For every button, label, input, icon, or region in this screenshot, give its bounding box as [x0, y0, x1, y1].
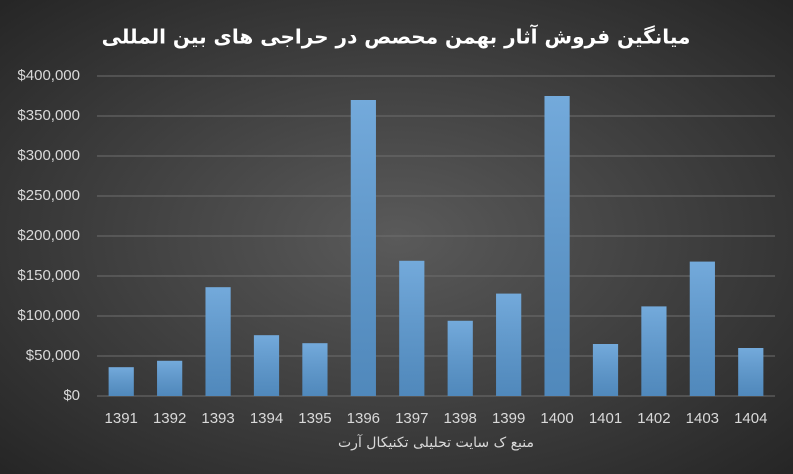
x-tick-label: 1393	[201, 410, 234, 427]
bar	[253, 335, 280, 396]
x-tick-label: 1392	[153, 410, 186, 427]
x-tick-label: 1394	[250, 410, 283, 427]
y-tick-label: $150,000	[17, 267, 80, 284]
bar	[496, 293, 522, 396]
y-tick-label: $350,000	[17, 107, 80, 124]
chart-title: میانگین فروش آثار بهمن محصص در حراجی های…	[102, 24, 691, 49]
bar	[738, 348, 764, 396]
bar	[592, 344, 619, 396]
x-axis-label: منبع ک سایت تحلیلی تکنیکال آرت	[338, 434, 534, 451]
y-tick-label: $400,000	[17, 67, 80, 84]
bar	[302, 343, 328, 396]
y-tick-label: $250,000	[17, 187, 80, 204]
bar	[205, 287, 231, 396]
bar	[399, 260, 425, 396]
bar	[350, 100, 376, 396]
y-tick-label: $0	[63, 387, 80, 404]
x-tick-label: 1398	[444, 410, 477, 427]
x-tick-label: 1402	[637, 410, 670, 427]
x-tick-label: 1391	[105, 410, 138, 427]
x-tick-label: 1404	[734, 410, 767, 427]
y-tick-label: $300,000	[17, 147, 80, 164]
x-tick-label: 1403	[686, 410, 719, 427]
x-tick-label: 1396	[347, 410, 380, 427]
x-tick-label: 1397	[395, 410, 428, 427]
x-tick-label: 1395	[298, 410, 331, 427]
bar	[689, 261, 715, 396]
y-tick-label: $50,000	[26, 347, 80, 364]
bar	[641, 306, 667, 396]
bar	[157, 360, 183, 396]
x-tick-label: 1401	[589, 410, 622, 427]
bar	[108, 367, 134, 396]
x-tick-label: 1399	[492, 410, 525, 427]
y-tick-label: $100,000	[17, 307, 80, 324]
x-tick-label: 1400	[540, 410, 573, 427]
bar	[447, 320, 473, 396]
bar	[544, 96, 570, 396]
y-tick-label: $200,000	[17, 227, 80, 244]
